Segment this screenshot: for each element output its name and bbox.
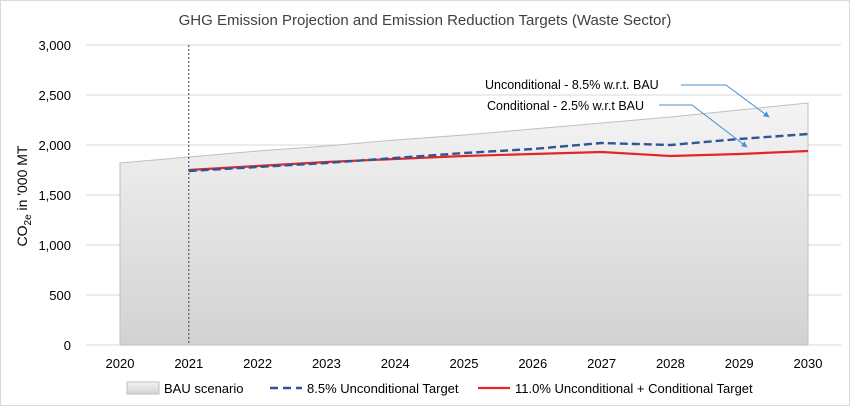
- x-tick-label: 2024: [381, 356, 410, 371]
- x-tick-label: 2027: [587, 356, 616, 371]
- y-tick-label: 2,000: [38, 138, 71, 153]
- annotation-unconditional-arrow: [681, 84, 770, 118]
- x-tick-label: 2020: [106, 356, 135, 371]
- y-axis-ticks: 0 500 1,000 1,500 2,000 2,500 3,000: [38, 38, 71, 353]
- unconditional-target-line: [188, 132, 809, 173]
- bau-area-layer: [119, 102, 809, 346]
- y-tick-label: 0: [64, 338, 71, 353]
- x-tick-label: 2022: [243, 356, 272, 371]
- y-axis-label-main: CO: [14, 225, 30, 246]
- x-tick-label: 2028: [656, 356, 685, 371]
- y-tick-label: 2,500: [38, 88, 71, 103]
- x-axis-ticks: 2020 2021 2022 2023 2024 2025 2026 2027 2028 2029…: [106, 356, 823, 371]
- bau-scenario-area: [119, 102, 809, 346]
- x-tick-label: 2021: [174, 356, 203, 371]
- legend: BAU scenario 8.5% Unconditional Target 11.…: [126, 381, 753, 396]
- annotation-conditional: Conditional - 2.5% w.r.t BAU: [487, 99, 644, 113]
- x-tick-label: 2023: [312, 356, 341, 371]
- x-tick-label: 2029: [725, 356, 754, 371]
- y-axis-label-subscript: 2e: [23, 214, 34, 226]
- annotation-unconditional: Unconditional - 8.5% w.r.t. BAU: [485, 78, 659, 92]
- x-tick-label: 2025: [450, 356, 479, 371]
- y-tick-label: 1,500: [38, 188, 71, 203]
- y-tick-label: 1,000: [38, 238, 71, 253]
- legend-label-unconditional: 8.5% Unconditional Target: [307, 381, 459, 396]
- x-tick-label: 2026: [518, 356, 547, 371]
- target-lines-layer: [188, 132, 809, 173]
- y-axis-label: CO2e in '000 MT: [14, 145, 34, 246]
- y-axis-label-rest: in '000 MT: [14, 145, 30, 214]
- legend-swatch-bau: [126, 381, 160, 395]
- annotations-layer: Unconditional - 8.5% w.r.t. BAU Condition…: [485, 78, 770, 148]
- chart-title: GHG Emission Projection and Emission Red…: [179, 12, 672, 29]
- y-tick-label: 500: [49, 288, 71, 303]
- y-tick-label: 3,000: [38, 38, 71, 53]
- x-tick-label: 2030: [794, 356, 823, 371]
- legend-label-bau: BAU scenario: [164, 381, 243, 396]
- legend-label-conditional: 11.0% Unconditional + Conditional Target: [515, 381, 753, 396]
- annotation-conditional-arrow: [659, 104, 748, 148]
